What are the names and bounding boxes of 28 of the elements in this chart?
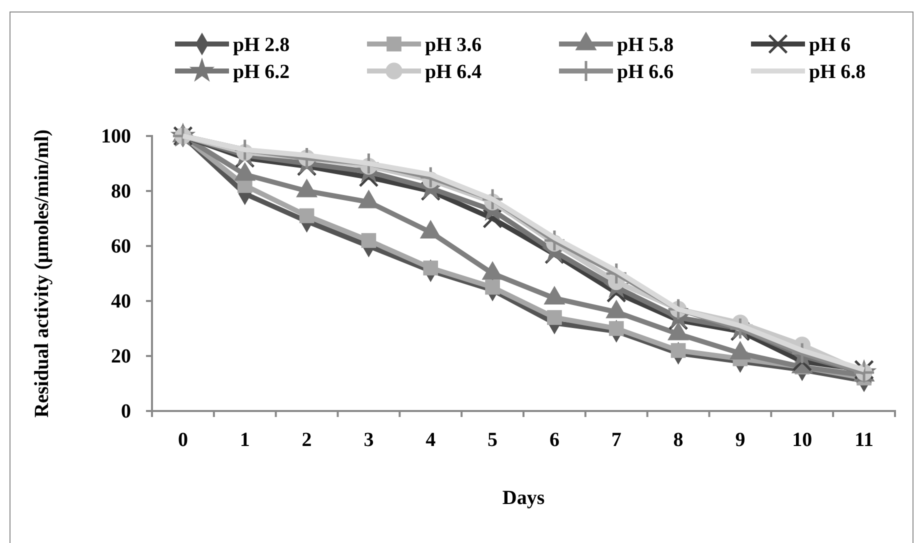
legend-label: pH 6.8 [809, 61, 866, 83]
x-tick-label: 10 [792, 429, 812, 451]
x-tick-label: 9 [735, 429, 746, 451]
y-axis-title: Residual activity (µmoles/min/ml) [31, 129, 53, 418]
y-tick-label: 0 [121, 400, 131, 422]
x-tick-label: 0 [178, 429, 188, 451]
x-tick-label: 1 [240, 429, 250, 451]
legend-label: pH 6.4 [425, 61, 482, 83]
x-tick-label: 11 [854, 429, 874, 451]
x-tick-label: 8 [673, 429, 684, 451]
legend-label: pH 5.8 [617, 34, 674, 56]
x-tick-label: 7 [611, 429, 622, 451]
x-tick-label: 5 [488, 429, 498, 451]
legend-label: pH 6.2 [233, 61, 290, 83]
legend-label: pH 2.8 [233, 34, 290, 56]
x-tick-label: 3 [364, 429, 374, 451]
legend-label: pH 6.6 [617, 61, 674, 83]
y-tick-label: 40 [111, 290, 131, 312]
y-tick-label: 60 [111, 235, 131, 258]
y-tick-label: 100 [101, 125, 131, 148]
legend-label: pH 6 [809, 34, 851, 56]
y-tick-label: 20 [111, 345, 131, 368]
y-tick-label: 80 [111, 180, 131, 202]
x-axis-title: Days [502, 487, 545, 509]
x-tick-label: 6 [549, 429, 560, 451]
x-tick-label: 4 [426, 429, 436, 451]
x-tick-label: 2 [302, 429, 312, 451]
legend-label: pH 3.6 [425, 34, 482, 56]
